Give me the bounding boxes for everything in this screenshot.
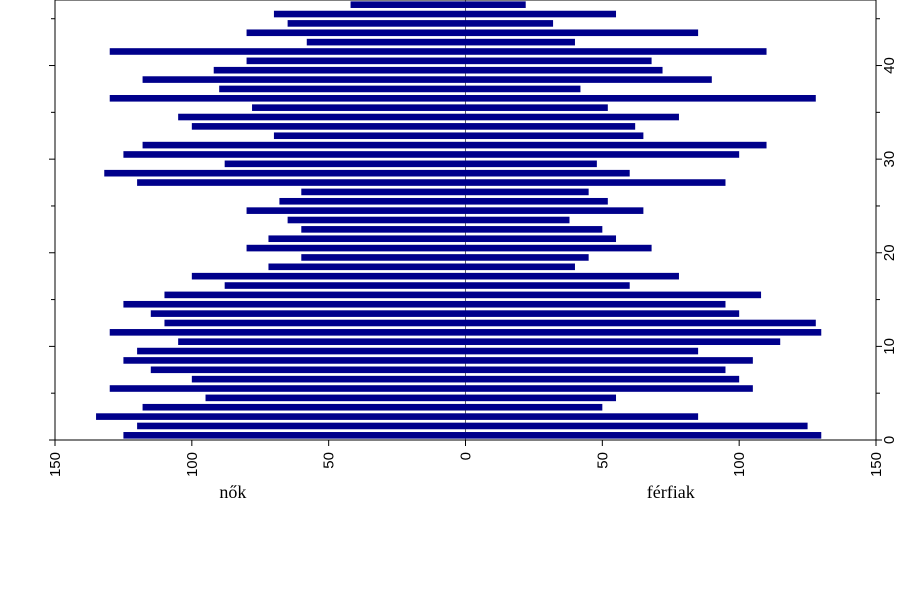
- svg-text:50: 50: [594, 452, 611, 469]
- svg-text:50: 50: [321, 452, 338, 469]
- svg-text:0: 0: [458, 452, 475, 460]
- svg-text:20: 20: [881, 244, 898, 261]
- svg-text:150: 150: [868, 452, 885, 477]
- svg-text:30: 30: [881, 151, 898, 168]
- svg-text:150: 150: [47, 452, 64, 477]
- svg-text:100: 100: [184, 452, 201, 477]
- population-pyramid-chart: 150 100 50 0 50 100 150 0 10 20 30 40 nők férfiak: [0, 0, 900, 600]
- svg-text:10: 10: [881, 338, 898, 355]
- svg-text:100: 100: [731, 452, 748, 477]
- svg-text:0: 0: [881, 436, 898, 444]
- label-nok: nők: [219, 482, 246, 502]
- svg-text:40: 40: [881, 57, 898, 74]
- label-ferfiak: férfiak: [647, 482, 695, 502]
